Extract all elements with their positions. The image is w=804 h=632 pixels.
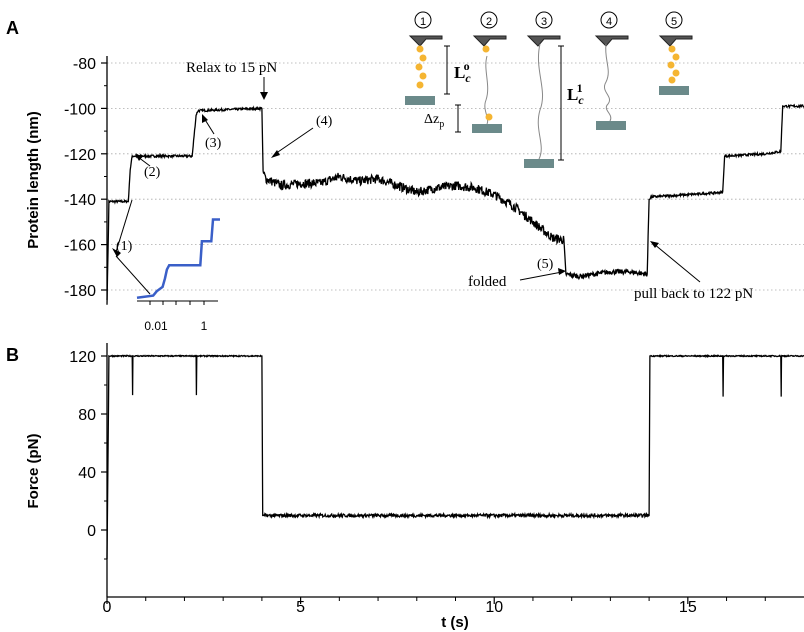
- annotation-arrowhead: [135, 154, 143, 161]
- protein-domain: [485, 113, 493, 121]
- panel-b-x-ticks: 0 5 10 15: [103, 597, 766, 616]
- protein-domain: [416, 45, 424, 53]
- annotation-arrowhead: [202, 114, 208, 123]
- lc1-label: Lc1: [567, 81, 584, 107]
- inset-x-tick-label: 0.01: [144, 319, 168, 333]
- annotation-4: (4): [316, 114, 333, 129]
- substrates: [405, 86, 689, 168]
- y-tick-label: 120: [69, 349, 96, 366]
- annotation-2: (2): [144, 165, 161, 180]
- protein-domain: [419, 54, 427, 62]
- y-tick-label: 40: [78, 465, 96, 482]
- state-label: 1: [414, 11, 432, 29]
- annotation-arrowhead: [650, 241, 659, 248]
- y-tick-label: -120: [64, 147, 96, 164]
- panel-a-y-axis-label: Protein length (nm): [25, 111, 42, 249]
- y-tick-label: 0: [87, 523, 96, 540]
- x-tick-label: 5: [296, 599, 305, 616]
- annotation-pull-back: pull back to 122 pN: [634, 286, 753, 302]
- annotation-relax: Relax to 15 pN: [186, 60, 277, 76]
- x-tick-label: 0: [103, 599, 112, 616]
- panel-b-y-ticks: 0 40 80 120: [69, 349, 107, 560]
- panel-a-length-trace: [106, 103, 804, 305]
- dz-dimension: [455, 104, 461, 133]
- substrate: [405, 96, 435, 105]
- annotation-arrow: [653, 243, 701, 283]
- panel-b-y-axis-label: Force (pN): [25, 433, 42, 508]
- protein-domain: [419, 72, 427, 80]
- substrate: [659, 86, 689, 95]
- panel-b-chart: 0 40 80 120 0 5 10 15 Force (pN) t (s): [25, 343, 804, 631]
- protein-domain: [415, 63, 423, 71]
- annotations: Relax to 15 pN (1) (2) (3) (4) (5) folde…: [112, 60, 753, 302]
- panel-a-label: A: [6, 18, 19, 38]
- protein-domain: [672, 69, 680, 77]
- state-label: 5: [665, 11, 683, 29]
- annotation-arrowhead: [271, 150, 280, 158]
- cantilever-tips: [408, 35, 693, 47]
- lc0-label: Lco: [454, 59, 471, 85]
- lc1-dimension: [558, 45, 564, 161]
- inset-chart: 0.01 1: [136, 218, 220, 333]
- substrate: [472, 124, 502, 133]
- tethers: [484, 43, 612, 160]
- protein-domains: [415, 45, 680, 121]
- annotation-arrow: [519, 271, 563, 281]
- x-tick-label: 15: [679, 599, 697, 616]
- y-tick-label: -100: [64, 101, 96, 118]
- annotation-arrowhead: [260, 92, 268, 100]
- state-label: 2: [480, 11, 498, 29]
- x-tick-label: 10: [485, 599, 503, 616]
- svg-text:5: 5: [671, 16, 677, 28]
- state-label: 3: [535, 11, 553, 29]
- panel-a-y-ticks: -80 -100 -120 -140 -160 -180: [64, 56, 107, 300]
- annotation-arrow: [274, 127, 314, 155]
- protein-domain: [416, 81, 424, 89]
- annotation-arrow: [115, 255, 151, 295]
- annotation-3: (3): [205, 136, 222, 151]
- y-tick-label: 80: [78, 407, 96, 424]
- protein-domain: [482, 45, 490, 53]
- substrate: [524, 159, 554, 168]
- annotation-arrowhead: [112, 248, 121, 257]
- lc0-dimension: [444, 45, 450, 95]
- panel-a-chart: -80 -100 -120 -140 -160 -180 Protein length (…: [25, 11, 804, 333]
- panel-a-grid: [107, 62, 804, 291]
- annotation-arrow: [115, 199, 133, 253]
- panel-b-force-trace: [106, 353, 804, 560]
- dz-label: Δzp: [424, 112, 444, 130]
- state-schematic: 1 2 3 4 5: [405, 11, 693, 168]
- svg-text:2: 2: [486, 16, 492, 28]
- substrate: [596, 121, 626, 130]
- state-label: 4: [600, 11, 618, 29]
- svg-text:1: 1: [420, 16, 426, 28]
- y-tick-label: -180: [64, 283, 96, 300]
- annotation-arrowhead: [558, 268, 566, 275]
- inset-trace: [136, 218, 220, 300]
- annotation-5: (5): [537, 257, 554, 272]
- panel-b-x-axis-label: t (s): [441, 614, 469, 631]
- y-tick-label: -140: [64, 192, 96, 209]
- y-tick-label: -80: [73, 56, 96, 73]
- y-tick-label: -160: [64, 238, 96, 255]
- annotation-1: (1): [116, 239, 133, 254]
- annotation-folded: folded: [468, 274, 507, 290]
- panel-b-label: B: [6, 345, 19, 365]
- protein-domain: [668, 45, 676, 53]
- protein-domain: [667, 61, 675, 69]
- inset-x-tick-label: 1: [201, 319, 208, 333]
- protein-domain: [668, 76, 676, 84]
- svg-text:4: 4: [606, 16, 612, 28]
- svg-text:3: 3: [541, 16, 547, 28]
- protein-domain: [672, 53, 680, 61]
